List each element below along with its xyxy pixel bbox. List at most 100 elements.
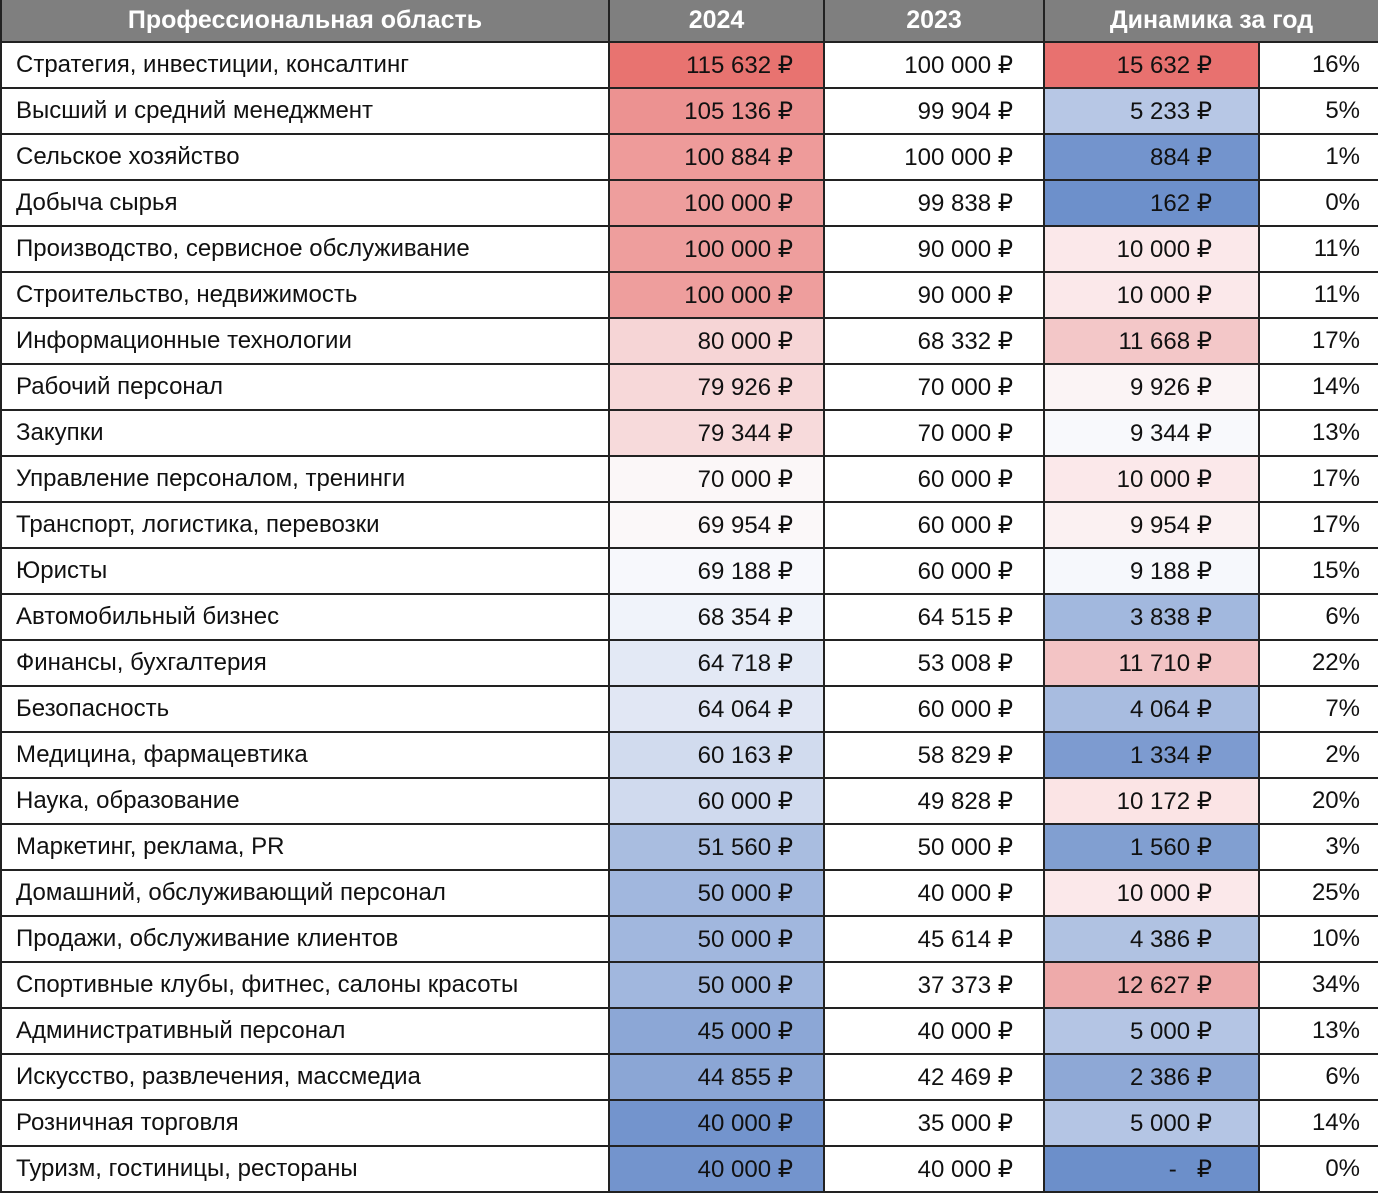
salary-2023-cell: 60 000 ₽	[823, 547, 1045, 595]
area-cell: Медицина, фармацевтика	[0, 731, 610, 779]
area-cell: Управление персоналом, тренинги	[0, 455, 610, 503]
table-row: Продажи, обслуживание клиентов 50 000 ₽45…	[0, 915, 1378, 963]
salary-2024-cell: 100 000 ₽	[608, 271, 825, 319]
table-row: Наука, образование 60 000 ₽49 828 ₽10 172…	[0, 777, 1378, 825]
table-row: Строительство, недвижимость 100 000 ₽90 0…	[0, 271, 1378, 319]
change-amount-cell: 1 334 ₽	[1043, 731, 1260, 779]
salary-2023-cell: 53 008 ₽	[823, 639, 1045, 687]
salary-2024-cell: 60 000 ₽	[608, 777, 825, 825]
change-percent-cell: 7%	[1258, 685, 1378, 733]
change-amount-cell: 9 188 ₽	[1043, 547, 1260, 595]
area-cell: Производство, сервисное обслуживание	[0, 225, 610, 273]
header-cell: Профессиональная область	[0, 0, 610, 43]
area-cell: Домашний, обслуживающий персонал	[0, 869, 610, 917]
table-row: Производство, сервисное обслуживание 100 …	[0, 225, 1378, 273]
change-percent-cell: 20%	[1258, 777, 1378, 825]
area-cell: Строительство, недвижимость	[0, 271, 610, 319]
change-amount-cell: 4 064 ₽	[1043, 685, 1260, 733]
area-cell: Административный персонал	[0, 1007, 610, 1055]
header-cell: Динамика за год	[1043, 0, 1378, 43]
salary-2024-cell: 100 884 ₽	[608, 133, 825, 181]
salary-2024-cell: 45 000 ₽	[608, 1007, 825, 1055]
area-cell: Туризм, гостиницы, рестораны	[0, 1145, 610, 1193]
change-amount-cell: 9 344 ₽	[1043, 409, 1260, 457]
salary-2024-cell: 50 000 ₽	[608, 915, 825, 963]
area-cell: Розничная торговля	[0, 1099, 610, 1147]
table-row: Стратегия, инвестиции, консалтинг 115 632…	[0, 41, 1378, 89]
change-percent-cell: 2%	[1258, 731, 1378, 779]
salary-2023-cell: 40 000 ₽	[823, 1145, 1045, 1193]
area-cell: Добыча сырья	[0, 179, 610, 227]
change-amount-cell: 11 668 ₽	[1043, 317, 1260, 365]
change-percent-cell: 17%	[1258, 501, 1378, 549]
area-cell: Рабочий персонал	[0, 363, 610, 411]
salary-2024-cell: 69 188 ₽	[608, 547, 825, 595]
salary-2024-cell: 115 632 ₽	[608, 41, 825, 89]
table-row: Автомобильный бизнес 68 354 ₽64 515 ₽3 83…	[0, 593, 1378, 641]
change-amount-cell: 9 954 ₽	[1043, 501, 1260, 549]
salary-2023-cell: 100 000 ₽	[823, 41, 1045, 89]
change-amount-cell: 3 838 ₽	[1043, 593, 1260, 641]
area-cell: Информационные технологии	[0, 317, 610, 365]
salary-2023-cell: 60 000 ₽	[823, 685, 1045, 733]
table-row: Домашний, обслуживающий персонал 50 000 ₽…	[0, 869, 1378, 917]
change-percent-cell: 16%	[1258, 41, 1378, 89]
area-cell: Продажи, обслуживание клиентов	[0, 915, 610, 963]
area-cell: Безопасность	[0, 685, 610, 733]
change-percent-cell: 1%	[1258, 133, 1378, 181]
change-percent-cell: 34%	[1258, 961, 1378, 1009]
table-row: Финансы, бухгалтерия 64 718 ₽53 008 ₽11 7…	[0, 639, 1378, 687]
salary-2024-cell: 70 000 ₽	[608, 455, 825, 503]
table-row: Туризм, гостиницы, рестораны 40 000 ₽40 0…	[0, 1145, 1378, 1193]
salary-2023-cell: 90 000 ₽	[823, 271, 1045, 319]
change-amount-cell: 1 560 ₽	[1043, 823, 1260, 871]
salary-2024-cell: 79 926 ₽	[608, 363, 825, 411]
area-cell: Сельское хозяйство	[0, 133, 610, 181]
salary-2023-cell: 40 000 ₽	[823, 869, 1045, 917]
table-row: Розничная торговля 40 000 ₽35 000 ₽5 000 …	[0, 1099, 1378, 1147]
salary-2024-cell: 100 000 ₽	[608, 179, 825, 227]
salary-2024-cell: 105 136 ₽	[608, 87, 825, 135]
salary-2024-cell: 50 000 ₽	[608, 961, 825, 1009]
change-amount-cell: 10 000 ₽	[1043, 455, 1260, 503]
salary-2024-cell: 80 000 ₽	[608, 317, 825, 365]
change-amount-cell: 2 386 ₽	[1043, 1053, 1260, 1101]
salary-2024-cell: 64 718 ₽	[608, 639, 825, 687]
salary-2024-cell: 79 344 ₽	[608, 409, 825, 457]
salary-2024-cell: 64 064 ₽	[608, 685, 825, 733]
change-percent-cell: 5%	[1258, 87, 1378, 135]
table-row: Медицина, фармацевтика 60 163 ₽58 829 ₽1 …	[0, 731, 1378, 779]
table-row: Сельское хозяйство 100 884 ₽100 000 ₽884 …	[0, 133, 1378, 181]
change-percent-cell: 14%	[1258, 363, 1378, 411]
table-row: Информационные технологии 80 000 ₽68 332 …	[0, 317, 1378, 365]
change-amount-cell: 15 632 ₽	[1043, 41, 1260, 89]
area-cell: Наука, образование	[0, 777, 610, 825]
change-amount-cell: 11 710 ₽	[1043, 639, 1260, 687]
salary-2023-cell: 68 332 ₽	[823, 317, 1045, 365]
change-amount-cell: 12 627 ₽	[1043, 961, 1260, 1009]
header-cell: 2023	[823, 0, 1045, 43]
table-row: Высший и средний менеджмент 105 136 ₽99 9…	[0, 87, 1378, 135]
salary-2023-cell: 64 515 ₽	[823, 593, 1045, 641]
change-percent-cell: 11%	[1258, 225, 1378, 273]
area-cell: Финансы, бухгалтерия	[0, 639, 610, 687]
table-row: Искусство, развлечения, массмедиа 44 855 …	[0, 1053, 1378, 1101]
area-cell: Юристы	[0, 547, 610, 595]
change-percent-cell: 11%	[1258, 271, 1378, 319]
table-row: Спортивные клубы, фитнес, салоны красоты…	[0, 961, 1378, 1009]
table-row: Безопасность 64 064 ₽60 000 ₽4 064 ₽7%	[0, 685, 1378, 733]
header-row: Профессиональная область 2024 2023 Динам…	[0, 0, 1378, 43]
area-cell: Маркетинг, реклама, PR	[0, 823, 610, 871]
salary-2024-cell: 68 354 ₽	[608, 593, 825, 641]
change-percent-cell: 17%	[1258, 317, 1378, 365]
area-cell: Спортивные клубы, фитнес, салоны красоты	[0, 961, 610, 1009]
salary-2023-cell: 100 000 ₽	[823, 133, 1045, 181]
change-amount-cell: 9 926 ₽	[1043, 363, 1260, 411]
table-row: Административный персонал 45 000 ₽40 000 …	[0, 1007, 1378, 1055]
salary-2024-cell: 40 000 ₽	[608, 1145, 825, 1193]
salary-2023-cell: 35 000 ₽	[823, 1099, 1045, 1147]
salary-2023-cell: 37 373 ₽	[823, 961, 1045, 1009]
salary-2023-cell: 58 829 ₽	[823, 731, 1045, 779]
area-cell: Искусство, развлечения, массмедиа	[0, 1053, 610, 1101]
